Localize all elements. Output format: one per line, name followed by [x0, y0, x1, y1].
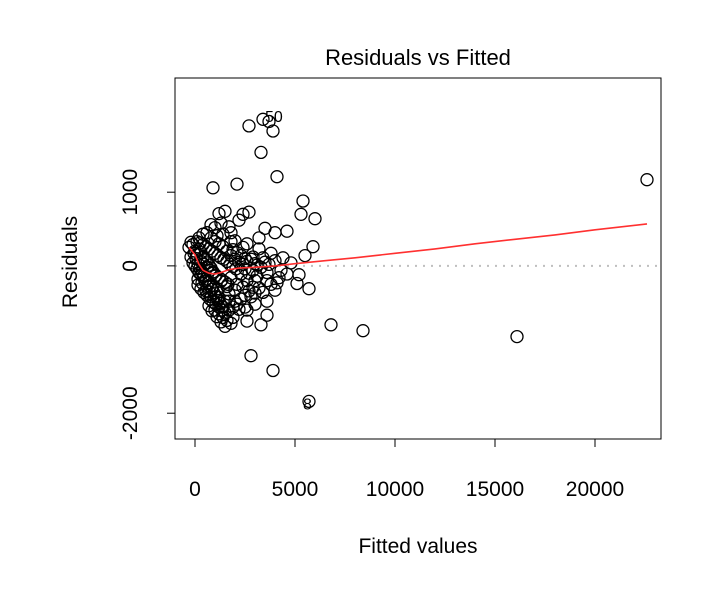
data-point	[218, 204, 232, 218]
data-point	[270, 170, 284, 184]
data-point	[252, 231, 266, 245]
data-point	[191, 272, 205, 286]
data-point	[260, 308, 274, 322]
smoother-line	[188, 223, 648, 275]
point-label: 50	[265, 109, 283, 126]
x-tick-label: 15000	[466, 478, 524, 501]
data-point	[204, 217, 218, 232]
data-point	[290, 276, 304, 291]
data-point	[230, 277, 244, 291]
y-tick-label: 1000	[119, 169, 142, 216]
data-point	[210, 229, 224, 243]
data-point	[244, 349, 258, 363]
data-point	[280, 224, 294, 238]
chart-title: Residuals vs Fitted	[325, 45, 511, 70]
data-point	[236, 280, 250, 294]
data-point	[222, 294, 236, 308]
data-point	[230, 177, 244, 191]
data-point	[212, 307, 226, 321]
data-point	[224, 248, 238, 263]
data-point	[242, 119, 256, 133]
data-point	[214, 315, 228, 329]
data-point	[240, 303, 254, 317]
x-axis: 0 5000 10000 15000 20000	[189, 438, 624, 501]
data-point	[262, 114, 276, 129]
data-point	[224, 226, 238, 240]
data-point	[356, 324, 370, 338]
data-point	[224, 316, 238, 330]
data-point	[306, 240, 320, 254]
data-point	[195, 276, 209, 290]
data-point	[234, 248, 248, 263]
x-tick-label: 5000	[272, 478, 319, 501]
data-point	[252, 281, 266, 295]
y-axis-label: Residuals	[59, 216, 82, 308]
y-tick-label: 0	[119, 260, 142, 272]
data-point	[260, 273, 274, 288]
data-point	[302, 282, 316, 296]
x-tick-label: 10000	[366, 478, 424, 501]
data-point	[640, 173, 654, 187]
data-point	[240, 237, 254, 251]
data-point	[510, 329, 524, 344]
data-point	[254, 145, 268, 160]
data-point	[264, 246, 278, 260]
data-point	[272, 271, 286, 285]
data-point	[308, 212, 322, 226]
data-point	[236, 207, 250, 221]
data-point	[228, 294, 242, 308]
data-point	[258, 221, 272, 235]
data-point	[298, 248, 312, 263]
data-point	[242, 205, 256, 219]
data-point	[252, 242, 266, 256]
data-point	[218, 319, 232, 333]
x-tick-label: 20000	[566, 478, 624, 501]
data-point	[296, 194, 310, 208]
data-point	[266, 124, 280, 138]
data-point	[292, 268, 306, 282]
points-layer	[182, 112, 654, 409]
data-point	[266, 363, 280, 378]
data-point	[220, 244, 234, 258]
data-point	[256, 112, 270, 126]
point-label: 8	[303, 396, 312, 413]
data-point	[203, 279, 217, 294]
smoother-layer	[188, 223, 648, 275]
data-point	[216, 227, 230, 241]
data-point	[221, 277, 235, 291]
data-point	[260, 294, 274, 308]
data-point	[212, 206, 226, 221]
data-point	[254, 318, 268, 332]
y-tick-label: -2000	[119, 386, 142, 440]
data-point	[238, 288, 252, 302]
point-labels-layer: 50 8	[265, 109, 312, 413]
data-point	[302, 394, 316, 409]
data-point	[206, 181, 220, 195]
y-axis: -2000 0 1000	[119, 169, 176, 440]
data-point	[238, 251, 252, 266]
x-axis-label: Fitted values	[358, 535, 477, 558]
data-point	[324, 318, 338, 332]
data-point	[199, 284, 213, 298]
x-tick-label: 0	[189, 478, 201, 501]
data-point	[274, 263, 288, 277]
data-point	[294, 207, 308, 221]
data-point	[268, 283, 282, 297]
data-point	[244, 290, 258, 304]
data-point	[240, 314, 254, 328]
